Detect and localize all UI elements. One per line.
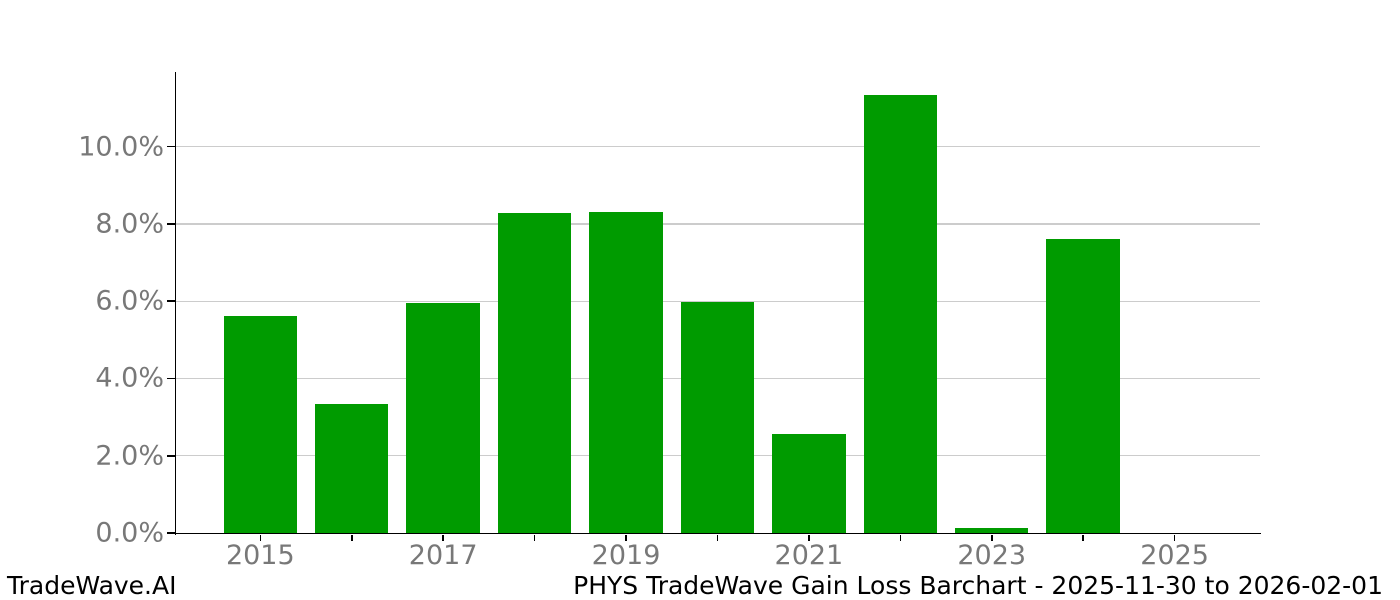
x-tick-mark-2019 — [625, 534, 627, 541]
x-tick-label-2015: 2015 — [225, 540, 295, 571]
y-tick-label: 6.0% — [95, 285, 164, 317]
gridline-8.0% — [176, 223, 1260, 225]
y-tick-mark — [167, 145, 175, 148]
y-axis-spine — [174, 72, 177, 535]
x-tick-mark-2015 — [259, 534, 262, 541]
y-tick-label: 10.0% — [78, 131, 164, 163]
x-tick-label-2025: 2025 — [1140, 540, 1209, 571]
x-tick-mark-2016 — [350, 534, 353, 541]
x-tick-label-2017: 2017 — [408, 540, 478, 571]
bar-2020 — [680, 302, 755, 533]
bar-2019 — [589, 212, 663, 533]
x-tick-mark-2018 — [533, 534, 536, 541]
y-tick-label: 0.0% — [95, 517, 164, 549]
x-tick-mark-2023 — [990, 534, 993, 541]
x-tick-label-2023: 2023 — [957, 540, 1027, 571]
y-tick-mark — [167, 300, 175, 302]
bar-2024 — [1046, 238, 1120, 533]
gridline-6.0% — [176, 300, 1260, 302]
bar-2021 — [772, 433, 846, 533]
bar-2022 — [863, 94, 938, 533]
x-tick-mark-2020 — [716, 534, 719, 541]
x-tick-label-2019: 2019 — [591, 540, 661, 571]
y-tick-label: 4.0% — [95, 362, 164, 394]
x-tick-mark-2024 — [1082, 534, 1084, 541]
x-tick-mark-2021 — [808, 534, 810, 541]
footer-chart-title: PHYS TradeWave Gain Loss Barchart - 2025… — [573, 571, 1383, 600]
bar-2023 — [954, 527, 1029, 533]
x-axis-spine — [174, 532, 1261, 535]
bar-2015 — [223, 316, 298, 533]
y-tick-mark — [167, 532, 175, 534]
bar-2018 — [497, 213, 572, 533]
footer-brand: TradeWave.AI — [7, 571, 177, 600]
x-tick-mark-2025 — [1173, 534, 1176, 541]
y-tick-label: 2.0% — [95, 440, 164, 472]
bar-2017 — [406, 303, 480, 533]
gridline-10.0% — [176, 145, 1260, 148]
x-tick-label-2021: 2021 — [774, 540, 844, 571]
bar-2016 — [314, 404, 389, 533]
x-tick-mark-2022 — [899, 534, 902, 541]
x-tick-mark-2017 — [442, 534, 444, 541]
y-tick-mark — [167, 223, 175, 225]
y-tick-mark — [167, 377, 175, 380]
y-tick-mark — [167, 454, 175, 457]
y-tick-label: 8.0% — [95, 208, 164, 240]
